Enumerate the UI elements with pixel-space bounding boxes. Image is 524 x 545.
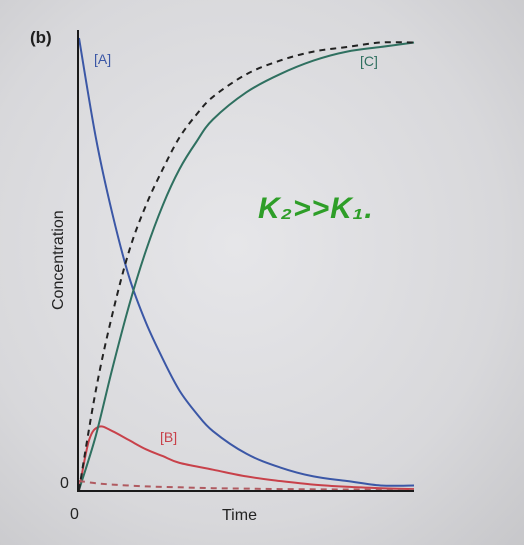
- handwritten-annotation: K₂>>K₁.: [258, 192, 374, 225]
- series-line-a: [78, 37, 415, 487]
- y-axis-title: Concentration: [50, 210, 67, 310]
- x-axis-title: Time: [222, 507, 257, 524]
- series-label-a: [A]: [94, 51, 111, 67]
- y-tick-label: 0: [60, 475, 69, 492]
- series-line-c: [78, 41, 415, 491]
- x-tick-label: 0: [70, 506, 79, 523]
- curves-group: [78, 37, 415, 491]
- series-label-c: [C]: [360, 53, 378, 69]
- series-line-dashed-3: [78, 41, 415, 491]
- series-line-dashed-4: [78, 480, 415, 491]
- series-line-b: [78, 425, 415, 491]
- panel-label: (b): [30, 28, 52, 47]
- series-label-b: [B]: [160, 429, 177, 445]
